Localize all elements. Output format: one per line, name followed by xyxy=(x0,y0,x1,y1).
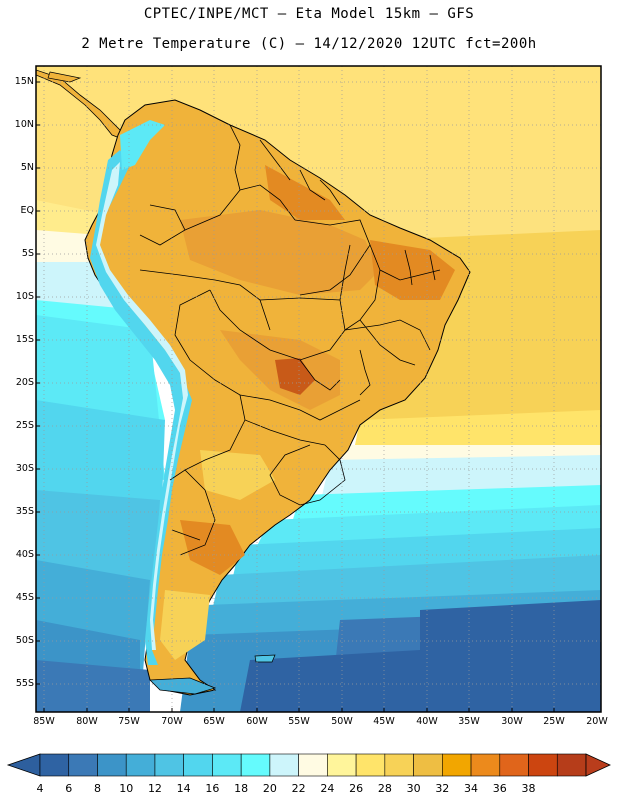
land-warm-south xyxy=(200,450,275,500)
lon-label: 75W xyxy=(118,716,140,727)
colorbar-label: 18 xyxy=(234,782,249,795)
map-title-line2: 2 Metre Temperature (C) – 14/12/2020 12U… xyxy=(81,36,537,52)
lat-label: 5S xyxy=(21,248,34,259)
lon-label: 40W xyxy=(416,716,438,727)
lat-label: 35S xyxy=(15,506,34,517)
lat-label: 50S xyxy=(15,635,34,646)
lon-label: 55W xyxy=(288,716,310,727)
colorbar-swatch xyxy=(39,753,70,777)
lat-label: 45S xyxy=(15,592,34,603)
colorbar-label: 10 xyxy=(119,782,134,795)
colorbar-swatch xyxy=(384,753,414,777)
colorbar-swatch xyxy=(154,753,184,777)
lon-label: 20W xyxy=(586,716,608,727)
colorbar-swatch xyxy=(97,753,127,777)
land-hot-amazon xyxy=(180,210,380,295)
colorbar-label: 24 xyxy=(320,782,335,795)
colorbar-swatch xyxy=(212,753,242,777)
colorbar-label: 26 xyxy=(349,782,364,795)
lon-label: 80W xyxy=(76,716,98,727)
country-borders xyxy=(139,124,441,556)
lon-label: 25W xyxy=(543,716,565,727)
andes-snow xyxy=(96,162,188,650)
lon-label: 85W xyxy=(33,716,55,727)
colorbar-label: 30 xyxy=(406,782,421,795)
colorbar-swatch xyxy=(240,753,271,777)
land-hot-northeast xyxy=(370,240,455,300)
colorbar-label: 4 xyxy=(36,782,44,795)
colorbar-swatch xyxy=(499,753,529,777)
colorbar-swatch xyxy=(183,753,213,777)
colorbar xyxy=(6,753,611,777)
lat-label: 5N xyxy=(20,162,34,173)
lon-label: 65W xyxy=(203,716,225,727)
colorbar-label: 6 xyxy=(65,782,73,795)
lon-label: 45W xyxy=(373,716,395,727)
lon-label: 70W xyxy=(161,716,183,727)
colorbar-arrow-left xyxy=(6,753,41,777)
andes-north-branch xyxy=(120,120,165,170)
land-patagonia xyxy=(160,590,210,660)
lon-label: 60W xyxy=(246,716,268,727)
colorbar-swatch xyxy=(442,753,472,777)
colorbar-swatch xyxy=(125,753,156,777)
colorbar-label: 20 xyxy=(262,782,277,795)
colorbar-label: 14 xyxy=(176,782,191,795)
colorbar-label: 36 xyxy=(492,782,507,795)
axis-ticks xyxy=(36,81,555,712)
colorbar-label: 38 xyxy=(521,782,536,795)
lat-label: EQ xyxy=(20,205,34,216)
colorbar-swatch xyxy=(327,753,357,777)
ocean-band-4-atlantic-sw xyxy=(240,650,420,712)
colorbar-label: 16 xyxy=(205,782,220,795)
tierra-del-fuego xyxy=(149,677,217,695)
colorbar-swatch xyxy=(413,753,443,777)
lon-label: 50W xyxy=(331,716,353,727)
lat-label: 10N xyxy=(14,119,34,130)
lat-label: 55S xyxy=(15,678,34,689)
falkland-islands xyxy=(254,654,276,663)
lon-label: 30W xyxy=(501,716,523,727)
colorbar-label: 22 xyxy=(291,782,306,795)
colorbar-label: 34 xyxy=(464,782,479,795)
andes-ridge xyxy=(90,150,192,665)
lat-label: 20S xyxy=(15,377,34,388)
colorbar-swatch xyxy=(528,753,558,777)
colorbar-label: 28 xyxy=(377,782,392,795)
lat-label: 25S xyxy=(15,420,34,431)
colorbar-label: 12 xyxy=(147,782,162,795)
colorbar-label: 32 xyxy=(435,782,450,795)
land-hot-argentina xyxy=(180,520,245,575)
lat-label: 30S xyxy=(15,463,34,474)
colorbar-swatch xyxy=(298,753,328,777)
map-frame xyxy=(35,65,602,713)
ocean-band-6-pacific-south xyxy=(36,660,150,712)
lat-label: 10S xyxy=(15,291,34,302)
island-cuba xyxy=(47,71,82,83)
lat-label: 15N xyxy=(14,76,34,87)
colorbar-swatch xyxy=(269,753,299,777)
ocean-band-4-atlantic xyxy=(420,600,601,712)
colorbar-swatch xyxy=(470,753,501,777)
lat-label: 40S xyxy=(15,549,34,560)
map-title-line1: CPTEC/INPE/MCT – Eta Model 15km – GFS xyxy=(143,6,475,22)
colorbar-label: 8 xyxy=(93,782,101,795)
map-field xyxy=(36,66,601,712)
colorbar-swatch xyxy=(355,753,386,777)
colorbar-swatch xyxy=(68,753,98,777)
lat-label: 15S xyxy=(15,334,34,345)
colorbar-arrow-right xyxy=(585,753,611,777)
lon-label: 35W xyxy=(458,716,480,727)
colorbar-swatch xyxy=(556,753,587,777)
